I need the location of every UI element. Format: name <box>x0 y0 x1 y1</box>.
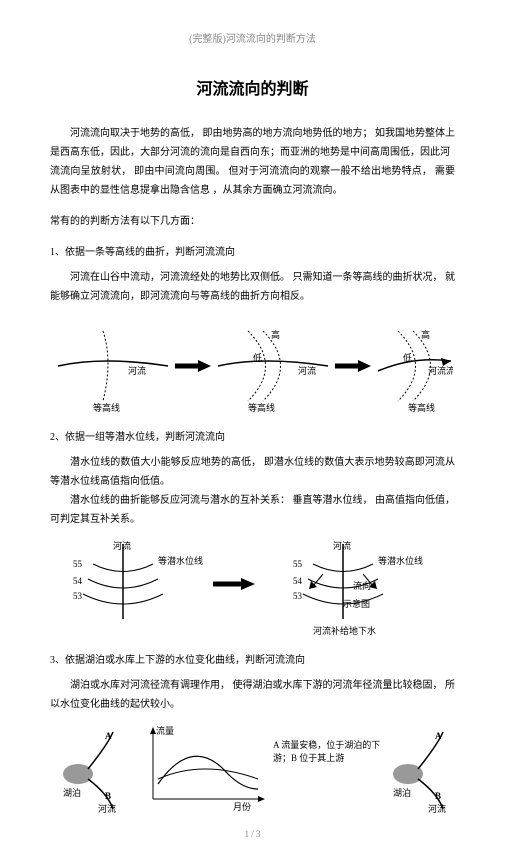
svg-text:示意图: 示意图 <box>343 598 370 609</box>
section-2-body1: 潜水位线的数值大小能够反应地势的高低， 即潜水位线的数值大表示地势较高即河流从等… <box>50 453 455 491</box>
svg-text:B: B <box>435 791 441 801</box>
svg-text:河流: 河流 <box>113 540 131 551</box>
svg-text:53: 53 <box>293 591 303 601</box>
svg-text:月份: 月份 <box>233 801 251 812</box>
doc-title: 河流流向的判断 <box>50 75 455 99</box>
section-2-title: 2、依据一组等潜水位线，判断河流流向 <box>50 428 455 447</box>
intro-p1: 河流流向取决于地势的高低， 即由地势高的地方流向地势低的地方； 如我国地势整体上… <box>50 124 455 162</box>
svg-text:湖泊: 湖泊 <box>63 788 81 798</box>
svg-text:54: 54 <box>293 576 303 586</box>
intro-p2: 流流向呈放射状， 即由中间流向周围。 但对于河流流向的观察一般不给出地势特点， … <box>50 162 455 200</box>
svg-text:53: 53 <box>73 591 83 601</box>
svg-text:河流补给地下水: 河流补给地下水 <box>313 625 376 636</box>
svg-text:等潜水位线: 等潜水位线 <box>158 555 203 566</box>
svg-text:A: A <box>435 731 442 741</box>
section-1-body: 河流在山谷中流动，河流流经处的地势比双侧低。 只需知道一条等高线的曲折状况， 就… <box>50 268 455 306</box>
svg-text:流向: 流向 <box>353 580 371 591</box>
svg-text:低: 低 <box>253 352 262 363</box>
section-2-body2: 潜水位线的曲折能够反应河流与潜水的互补关系： 垂直等潜水位线， 由高值指向低值，… <box>50 491 455 529</box>
figure-2-watertable: 河流 等潜水位线 55 54 53 河流 等潜水位线 55 54 53 流向 示… <box>63 539 443 639</box>
svg-text:河流: 河流 <box>298 365 316 376</box>
svg-text:B: B <box>105 791 111 801</box>
section-3-title: 3、依据湖泊或水库上下游的水位变化曲线，判断河流流向 <box>50 651 455 670</box>
svg-text:河流: 河流 <box>428 803 446 814</box>
svg-text:54: 54 <box>73 576 83 586</box>
svg-text:河流: 河流 <box>333 540 351 551</box>
svg-text:流量: 流量 <box>156 725 174 736</box>
svg-text:河流: 河流 <box>128 365 146 376</box>
page-header: (完整版)河流流向的判断方法 <box>50 30 455 45</box>
svg-text:等高线: 等高线 <box>248 402 275 413</box>
svg-text:低: 低 <box>403 352 412 363</box>
svg-text:湖泊: 湖泊 <box>393 788 411 798</box>
section-intro: 常有的的判断方法有以下几方面： <box>50 212 455 231</box>
svg-text:河流: 河流 <box>98 803 116 814</box>
svg-text:等潜水位线: 等潜水位线 <box>378 555 423 566</box>
svg-text:55: 55 <box>293 559 303 569</box>
section-3-body: 湖泊或水库对河流径流有调理作用， 使得湖泊或水库下游的河流年径流量比较稳固， 所… <box>50 676 455 714</box>
svg-text:高: 高 <box>421 329 430 340</box>
svg-text:55: 55 <box>73 559 83 569</box>
page-footer: 1 / 3 <box>50 829 455 839</box>
svg-text:河流流向: 河流流向 <box>428 365 453 376</box>
svg-text:等高线: 等高线 <box>93 402 120 413</box>
svg-text:A: A <box>105 731 112 741</box>
figure-3-lake: A B 湖泊 河流 流量 月份 A 流量安稳，位于湖泊的下游；B 位于其上游 A… <box>53 724 453 814</box>
svg-text:高: 高 <box>271 329 280 340</box>
svg-text:等高线: 等高线 <box>408 402 435 413</box>
figure-1-contour: 河流 等高线 高 低 河流 等高线 高 低 河流流向 等高线 <box>53 316 453 416</box>
section-1-title: 1、依据一条等高线的曲折，判断河流流向 <box>50 243 455 262</box>
